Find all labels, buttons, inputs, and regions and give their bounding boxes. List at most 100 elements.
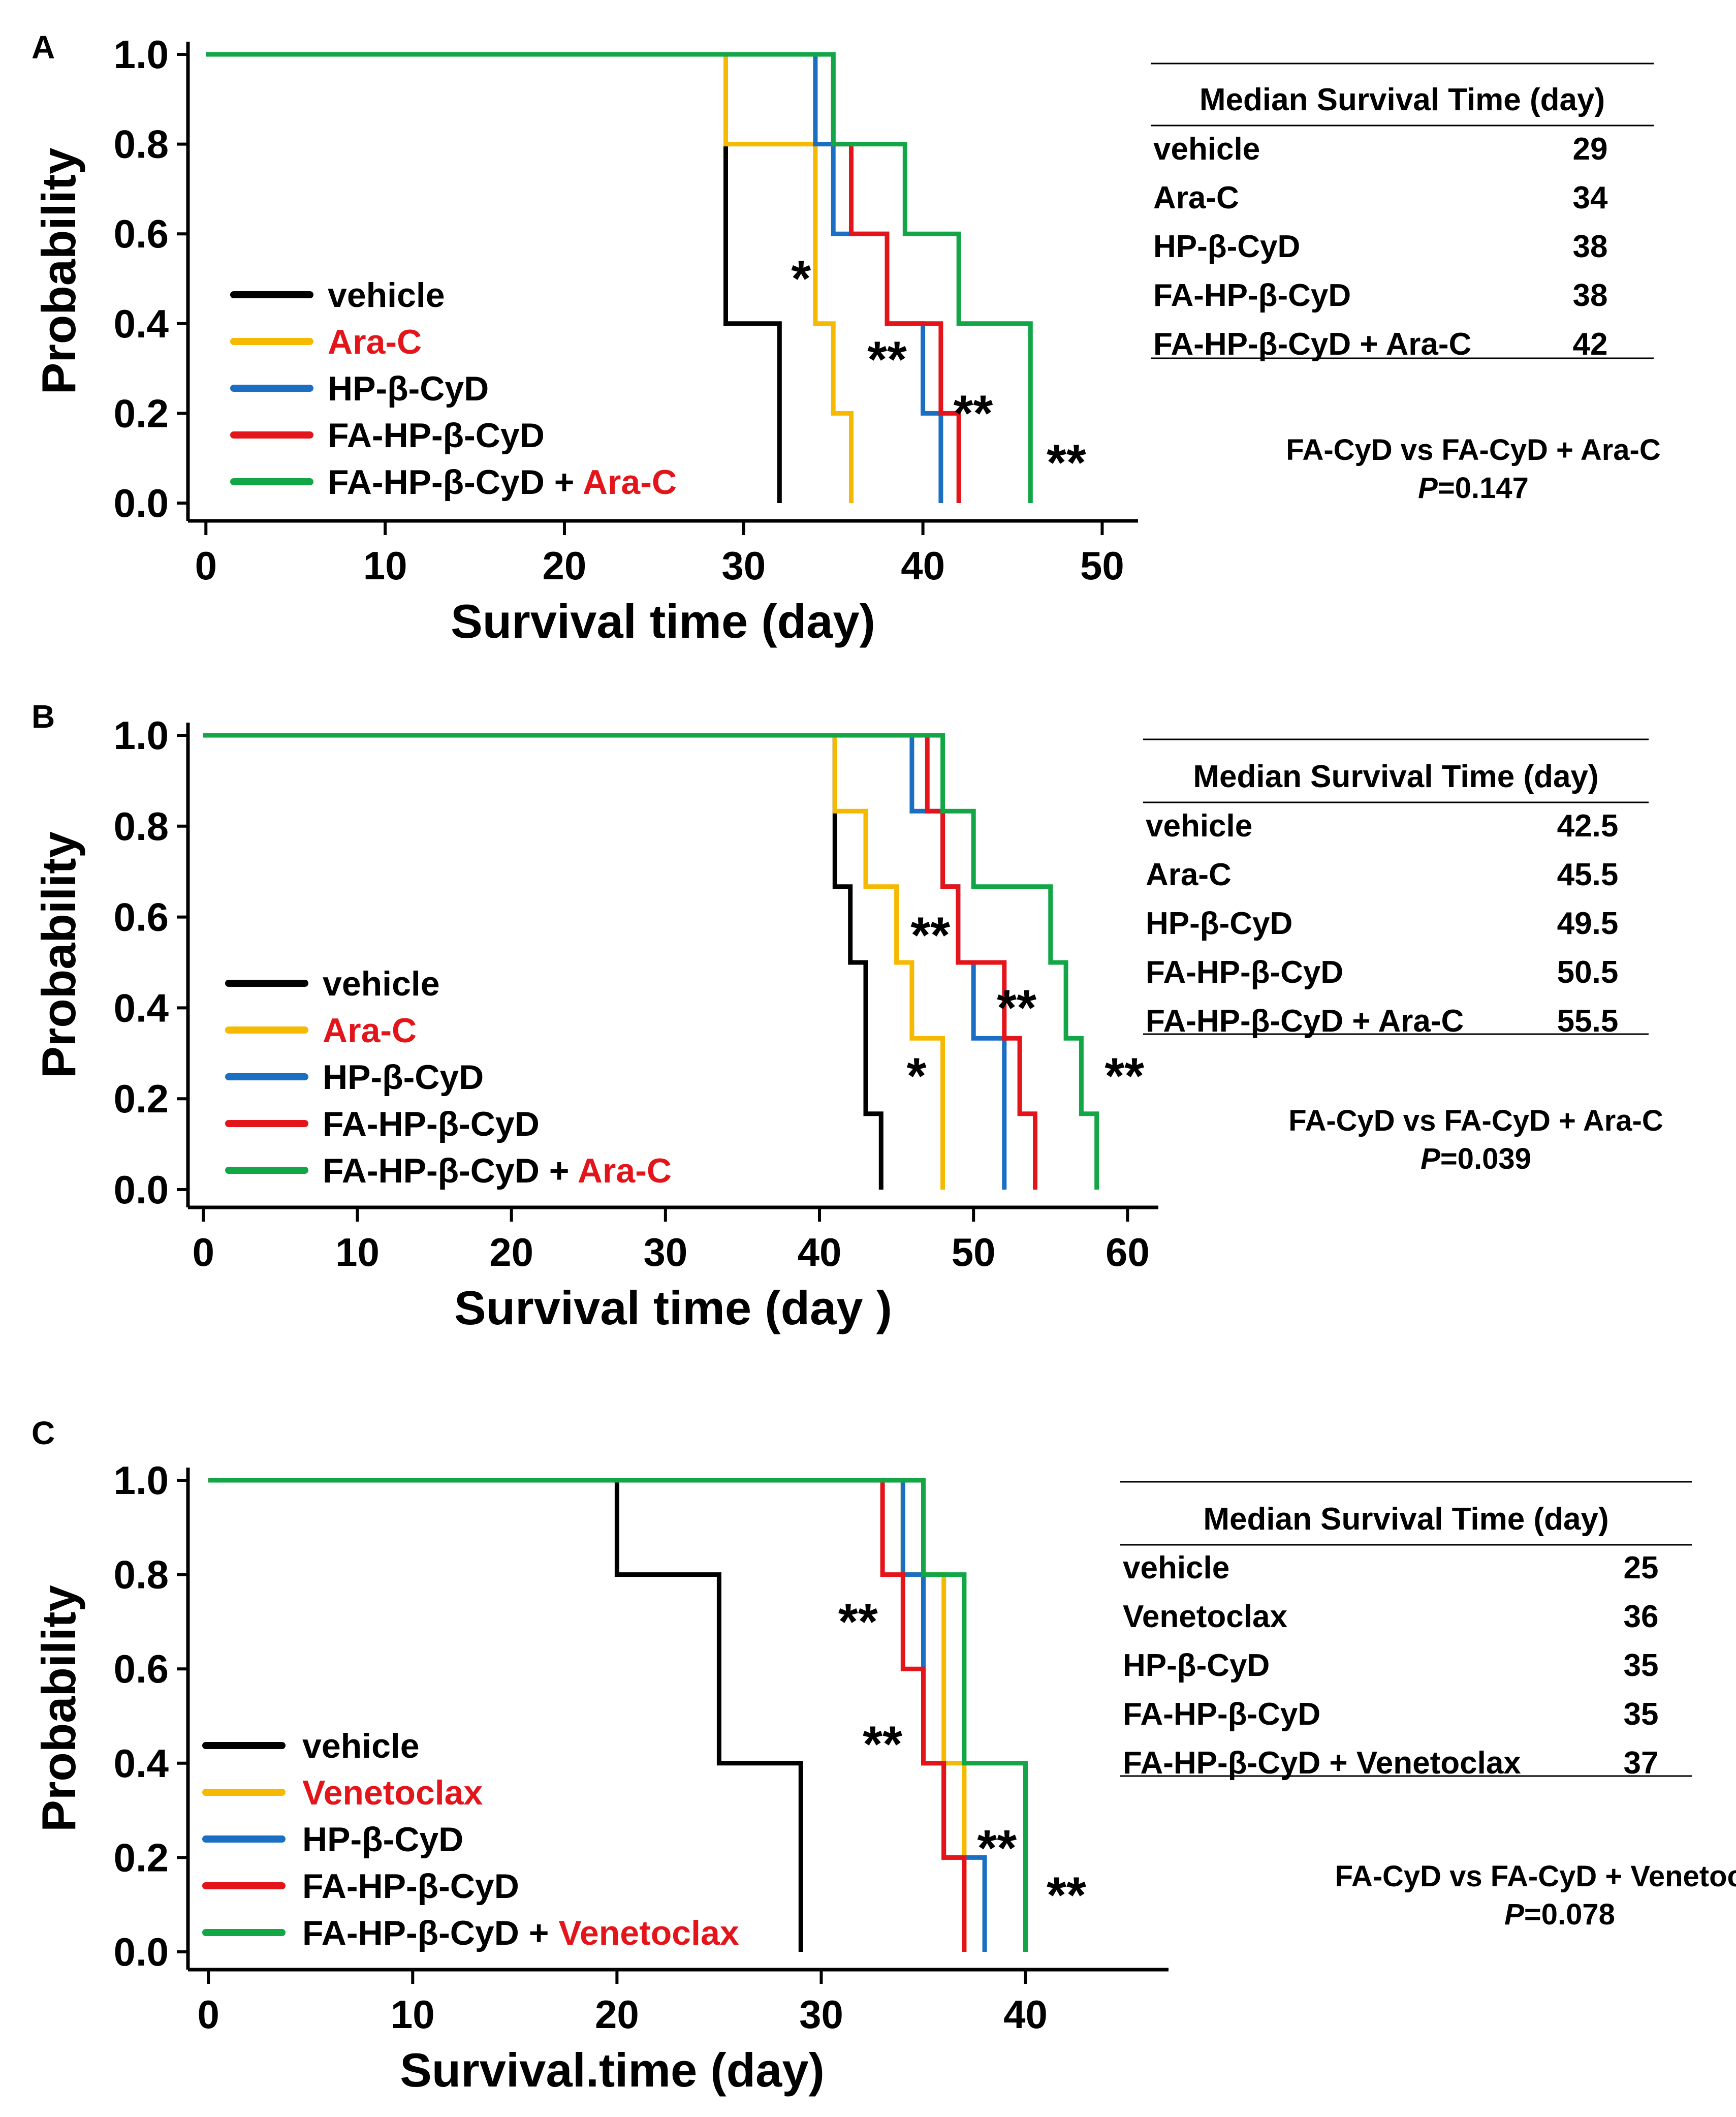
- x-tick-label: 20: [489, 1230, 533, 1274]
- x-tick-label: 20: [595, 1992, 639, 2037]
- legend-label-highlight: Venetoclax: [558, 1914, 739, 1952]
- legend-label-text: FA-HP-β-CyD +: [302, 1914, 558, 1952]
- y-tick-label: 0.2: [114, 1076, 169, 1121]
- table-group-cell: vehicle: [1153, 132, 1260, 167]
- table-group-cell: FA-HP-β-CyD + Venetoclax: [1123, 1746, 1521, 1781]
- p-value: P=0.147: [1418, 472, 1529, 505]
- table-group-cell: Ara-C: [1146, 857, 1232, 892]
- significance-marker: **: [910, 907, 950, 963]
- x-tick-label: 0: [193, 1230, 214, 1274]
- y-tick-label: 1.0: [114, 1458, 169, 1503]
- survival-curve-fa-hp-cyd: [203, 733, 1037, 1190]
- legend-label-text: vehicle: [328, 276, 445, 315]
- survival-curve-fa-hp-cyd-venetoclax: [208, 1478, 1028, 1952]
- significance-marker: *: [791, 251, 811, 307]
- panel-letter: B: [31, 698, 55, 735]
- p-value: P=0.039: [1421, 1142, 1531, 1175]
- legend-label: FA-HP-β-CyD + Ara-C: [323, 1151, 672, 1190]
- y-tick-label: 1.0: [114, 713, 169, 758]
- x-tick-label: 0: [198, 1992, 219, 2037]
- table-header: Median Survival Time (day): [1200, 82, 1605, 117]
- table-group-cell: FA-HP-β-CyD + Ara-C: [1153, 327, 1471, 362]
- table-value-cell: 45.5: [1557, 857, 1619, 892]
- y-tick-label: 0.8: [114, 804, 169, 849]
- y-tick-label: 0.6: [114, 895, 169, 940]
- legend-label-text: HP-β-CyD: [323, 1058, 484, 1097]
- p-value-number: =0.078: [1524, 1898, 1615, 1931]
- significance-marker: **: [1047, 434, 1086, 491]
- p-value: P=0.078: [1504, 1898, 1615, 1931]
- significance-marker: **: [953, 385, 993, 442]
- x-tick-label: 10: [363, 543, 407, 588]
- x-tick-label: 0: [195, 543, 217, 588]
- table-value-cell: 55.5: [1557, 1004, 1619, 1039]
- legend-label: FA-HP-β-CyD: [302, 1867, 519, 1906]
- legend-label-text: FA-HP-β-CyD: [302, 1867, 519, 1906]
- significance-marker: **: [1047, 1867, 1086, 1924]
- survival-curve-fa-hp-cyd-ara-c: [203, 733, 1099, 1190]
- y-tick-label: 0.8: [114, 122, 169, 167]
- x-tick-label: 40: [798, 1230, 842, 1274]
- legend-label-text: FA-HP-β-CyD: [323, 1105, 540, 1143]
- legend-label: HP-β-CyD: [323, 1058, 484, 1097]
- legend-label-text: FA-HP-β-CyD +: [323, 1151, 578, 1190]
- legend-label-highlight: Ara-C: [583, 463, 677, 502]
- survival-curve-fa-hp-cyd: [206, 52, 961, 503]
- table-value-cell: 50.5: [1557, 955, 1619, 990]
- table-group-cell: Ara-C: [1153, 180, 1239, 215]
- y-tick-label: 0.0: [114, 1929, 169, 1974]
- panel-letter: C: [31, 1415, 55, 1451]
- x-axis-title: Survival time (day): [451, 595, 875, 648]
- x-tick-label: 50: [952, 1230, 996, 1274]
- legend-label: FA-HP-β-CyD + Venetoclax: [302, 1914, 739, 1952]
- legend-label-text: vehicle: [323, 964, 440, 1003]
- y-tick-label: 0.6: [114, 1646, 169, 1691]
- table-value-cell: 34: [1573, 180, 1608, 215]
- table-value-cell: 29: [1573, 132, 1608, 167]
- panel-c: C 0.0 0.2 0.4 0.6 0.8 1.0 0 10 20 30 40 Survival.tim…: [31, 1415, 1736, 2097]
- x-tick-label: 60: [1106, 1230, 1150, 1274]
- significance-marker: **: [977, 1820, 1017, 1877]
- legend-label: HP-β-CyD: [328, 369, 489, 408]
- table-group-cell: HP-β-CyD: [1123, 1648, 1270, 1683]
- table-header: Median Survival Time (day): [1193, 759, 1598, 794]
- table-value-cell: 35: [1624, 1648, 1659, 1683]
- table-group-cell: HP-β-CyD: [1153, 229, 1300, 264]
- x-tick-label: 20: [543, 543, 587, 588]
- survival-curve-ara-c: [206, 52, 854, 503]
- legend-label-text: Ara-C: [328, 323, 422, 361]
- table-value-cell: 38: [1573, 229, 1608, 264]
- median-survival-table: Median Survival Time (day) vehicle 29 Ara-C…: [1151, 63, 1654, 362]
- significance-marker: **: [867, 331, 907, 388]
- x-tick-label: 50: [1080, 543, 1124, 588]
- legend-label: vehicle: [323, 964, 440, 1003]
- legend-label: FA-HP-β-CyD: [323, 1105, 540, 1143]
- table-value-cell: 42.5: [1557, 808, 1619, 844]
- table-value-cell: 36: [1624, 1599, 1659, 1634]
- survival-curve-ara-c: [203, 733, 945, 1190]
- median-survival-table: Median Survival Time (day) vehicle 42.5 Ara…: [1143, 738, 1649, 1039]
- legend-label-text: HP-β-CyD: [328, 369, 489, 408]
- significance-marker: *: [907, 1048, 927, 1105]
- significance-marker: **: [863, 1716, 902, 1773]
- legend-label-text: vehicle: [302, 1727, 420, 1765]
- table-value-cell: 38: [1573, 278, 1608, 313]
- panel-letter: A: [31, 29, 55, 66]
- p-value-number: =0.147: [1438, 472, 1529, 505]
- table-group-cell: HP-β-CyD: [1146, 906, 1292, 941]
- table-group-cell: FA-HP-β-CyD: [1153, 278, 1351, 313]
- survival-curve-fa-hp-cyd: [208, 1478, 967, 1952]
- significance-marker: **: [1104, 1048, 1144, 1105]
- panel-a: A 0.0 0.2 0.4 0.6 0.8 1.0 0 10 20 30 40 50 Survival t…: [31, 29, 1661, 648]
- y-tick-label: 0.4: [114, 301, 169, 346]
- p-value-symbol: P: [1421, 1142, 1440, 1175]
- legend-label: FA-HP-β-CyD + Ara-C: [328, 463, 677, 502]
- median-survival-table: Median Survival Time (day) vehicle 25 Venet…: [1120, 1481, 1692, 1781]
- legend-label: vehicle: [328, 276, 445, 315]
- legend-label: Venetoclax: [302, 1773, 483, 1812]
- p-value-symbol: P: [1418, 472, 1438, 505]
- table-group-cell: FA-HP-β-CyD: [1123, 1697, 1320, 1732]
- table-group-cell: vehicle: [1123, 1550, 1229, 1585]
- legend-label-text: FA-HP-β-CyD: [328, 416, 545, 455]
